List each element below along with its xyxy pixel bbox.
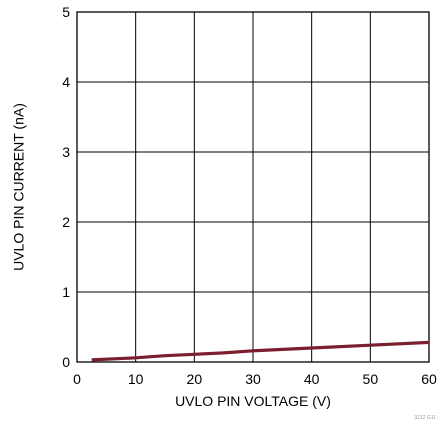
y-tick-label: 2	[62, 214, 70, 230]
x-tick-label: 30	[245, 371, 261, 387]
figure-id-footnote: 3212 G11	[414, 415, 436, 421]
y-tick-label: 4	[62, 74, 70, 90]
x-tick-labels: 0 10 20 30 40 50 60	[73, 371, 437, 387]
y-tick-label: 1	[62, 284, 70, 300]
grid	[77, 12, 429, 362]
x-tick-label: 10	[128, 371, 144, 387]
y-tick-label: 0	[62, 354, 70, 370]
y-tick-labels: 0 1 2 3 4 5	[62, 4, 70, 370]
plot-frame	[76, 11, 430, 363]
y-tick-label: 5	[62, 4, 70, 20]
series-line	[91, 340, 430, 362]
x-axis-title: UVLO PIN VOLTAGE (V)	[175, 393, 331, 409]
x-tick-label: 50	[363, 371, 379, 387]
x-tick-label: 40	[304, 371, 320, 387]
y-axis-title: UVLO PIN CURRENT (nA)	[11, 103, 27, 271]
series-layer	[91, 340, 430, 362]
y-tick-label: 3	[62, 144, 70, 160]
x-tick-label: 60	[421, 371, 437, 387]
x-tick-label: 0	[73, 371, 81, 387]
x-tick-label: 20	[187, 371, 203, 387]
